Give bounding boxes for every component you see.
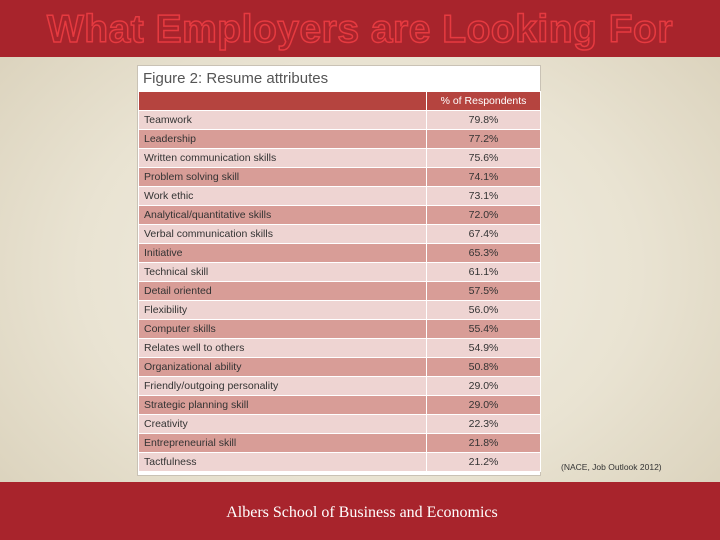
table-row: Verbal communication skills 67.4% (138, 224, 541, 244)
attribute-cell: Detail oriented (138, 281, 427, 301)
table-row: Written communication skills 75.6% (138, 148, 541, 168)
table-row: Teamwork 79.8% (138, 110, 541, 130)
table-row: Work ethic 73.1% (138, 186, 541, 206)
attribute-cell: Friendly/outgoing personality (138, 376, 427, 396)
table-row: Creativity 22.3% (138, 414, 541, 434)
attribute-cell: Computer skills (138, 319, 427, 339)
table-row: Entrepreneurial skill 21.8% (138, 433, 541, 453)
attribute-cell: Tactfulness (138, 452, 427, 472)
percent-cell: 67.4% (426, 224, 541, 244)
attribute-cell: Verbal communication skills (138, 224, 427, 244)
table-row: Analytical/quantitative skills 72.0% (138, 205, 541, 225)
attribute-cell: Analytical/quantitative skills (138, 205, 427, 225)
attribute-cell: Relates well to others (138, 338, 427, 358)
attribute-cell: Written communication skills (138, 148, 427, 168)
table-row: Flexibility 56.0% (138, 300, 541, 320)
percent-cell: 72.0% (426, 205, 541, 225)
percent-cell: 74.1% (426, 167, 541, 187)
percent-cell: 50.8% (426, 357, 541, 377)
percent-cell: 21.2% (426, 452, 541, 472)
percent-cell: 56.0% (426, 300, 541, 320)
footer-school-name: Albers School of Business and Economics (226, 504, 498, 521)
percent-cell: 21.8% (426, 433, 541, 453)
attribute-cell: Work ethic (138, 186, 427, 206)
percent-cell: 29.0% (426, 376, 541, 396)
attribute-cell: Problem solving skill (138, 167, 427, 187)
attribute-cell: Teamwork (138, 110, 427, 130)
column-header-attribute (138, 91, 427, 111)
table-row: Problem solving skill 74.1% (138, 167, 541, 187)
resume-attributes-table: % of Respondents Teamwork 79.8% Leadership… (138, 91, 541, 472)
table-row: Tactfulness 21.2% (138, 452, 541, 472)
attribute-cell: Technical skill (138, 262, 427, 282)
attribute-cell: Leadership (138, 129, 427, 149)
slide-title: What Employers are Looking For (46, 7, 674, 52)
table-row: Detail oriented 57.5% (138, 281, 541, 301)
percent-cell: 65.3% (426, 243, 541, 263)
percent-cell: 55.4% (426, 319, 541, 339)
percent-cell: 22.3% (426, 414, 541, 434)
top-banner (0, 0, 720, 57)
table-row: Leadership 77.2% (138, 129, 541, 149)
percent-cell: 57.5% (426, 281, 541, 301)
attribute-cell: Entrepreneurial skill (138, 433, 427, 453)
percent-cell: 75.6% (426, 148, 541, 168)
column-header-percent: % of Respondents (426, 91, 541, 111)
resume-attributes-figure: Figure 2: Resume attributes % of Respond… (137, 65, 541, 476)
attribute-cell: Organizational ability (138, 357, 427, 377)
table-row: Computer skills 55.4% (138, 319, 541, 339)
attribute-cell: Initiative (138, 243, 427, 263)
bottom-banner (0, 482, 720, 540)
percent-cell: 77.2% (426, 129, 541, 149)
table-row: Technical skill 61.1% (138, 262, 541, 282)
table-row: Initiative 65.3% (138, 243, 541, 263)
percent-cell: 54.9% (426, 338, 541, 358)
percent-cell: 79.8% (426, 110, 541, 130)
attribute-cell: Flexibility (138, 300, 427, 320)
source-note: (NACE, Job Outlook 2012) (561, 462, 662, 472)
table-row: Strategic planning skill 29.0% (138, 395, 541, 415)
percent-cell: 29.0% (426, 395, 541, 415)
figure-caption: Figure 2: Resume attributes (143, 70, 329, 87)
table-row: Organizational ability 50.8% (138, 357, 541, 377)
table-header-row: % of Respondents (138, 91, 541, 111)
percent-cell: 73.1% (426, 186, 541, 206)
percent-cell: 61.1% (426, 262, 541, 282)
table-row: Relates well to others 54.9% (138, 338, 541, 358)
attribute-cell: Strategic planning skill (138, 395, 427, 415)
attribute-cell: Creativity (138, 414, 427, 434)
table-row: Friendly/outgoing personality 29.0% (138, 376, 541, 396)
